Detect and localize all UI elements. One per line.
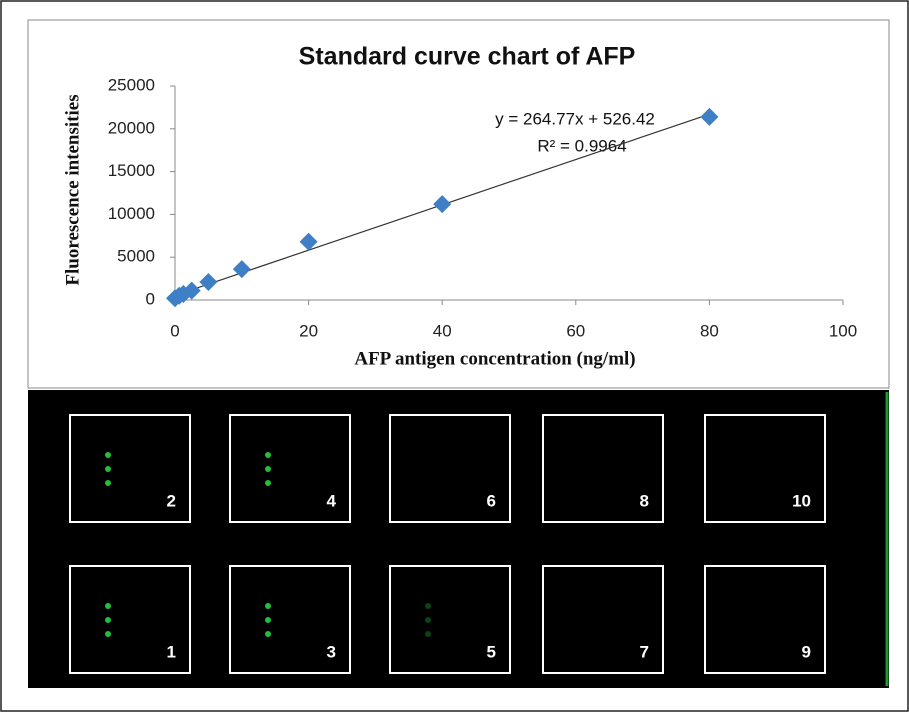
y-tick-label: 10000 [108, 204, 155, 223]
trend-r2: R² = 0.9964 [537, 136, 626, 155]
spot [105, 617, 111, 623]
well-label: 9 [802, 642, 811, 661]
y-axis-label: Fluorescence intensities [62, 94, 83, 285]
spot [265, 452, 271, 458]
x-tick-label: 60 [566, 321, 585, 340]
x-axis-label: AFP antigen concentration (ng/ml) [354, 348, 635, 369]
y-tick-label: 0 [146, 289, 155, 308]
x-tick-label: 80 [700, 321, 719, 340]
y-tick-label: 15000 [108, 161, 155, 180]
well-label: 5 [487, 642, 496, 661]
spot [105, 452, 111, 458]
spot [265, 631, 271, 637]
chart-area [28, 20, 889, 388]
spot [265, 480, 271, 486]
x-tick-label: 20 [299, 321, 318, 340]
spot [105, 631, 111, 637]
well-label: 1 [167, 642, 176, 661]
spot [265, 603, 271, 609]
x-tick-label: 40 [433, 321, 452, 340]
well-label: 3 [327, 642, 336, 661]
well-label: 2 [167, 491, 176, 510]
well-label: 10 [792, 491, 811, 510]
spot [105, 603, 111, 609]
spot [265, 617, 271, 623]
x-tick-label: 0 [170, 321, 179, 340]
chart-title: Standard curve chart of AFP [299, 43, 636, 71]
spot [105, 466, 111, 472]
trend-equation: y = 264.77x + 526.42 [495, 109, 655, 128]
y-tick-label: 20000 [108, 118, 155, 137]
figure: Standard curve chart of AFP AFP antigen … [0, 0, 909, 712]
well-label: 8 [640, 491, 649, 510]
image-panel [28, 390, 889, 688]
y-tick-label: 25000 [108, 75, 155, 94]
spot [105, 480, 111, 486]
spot [425, 631, 431, 637]
well-label: 4 [327, 491, 337, 510]
spot [425, 617, 431, 623]
spot [265, 466, 271, 472]
well-label: 6 [487, 491, 496, 510]
well-label: 7 [640, 642, 649, 661]
x-tick-label: 100 [829, 321, 857, 340]
y-tick-label: 5000 [117, 247, 155, 266]
spot [425, 603, 431, 609]
